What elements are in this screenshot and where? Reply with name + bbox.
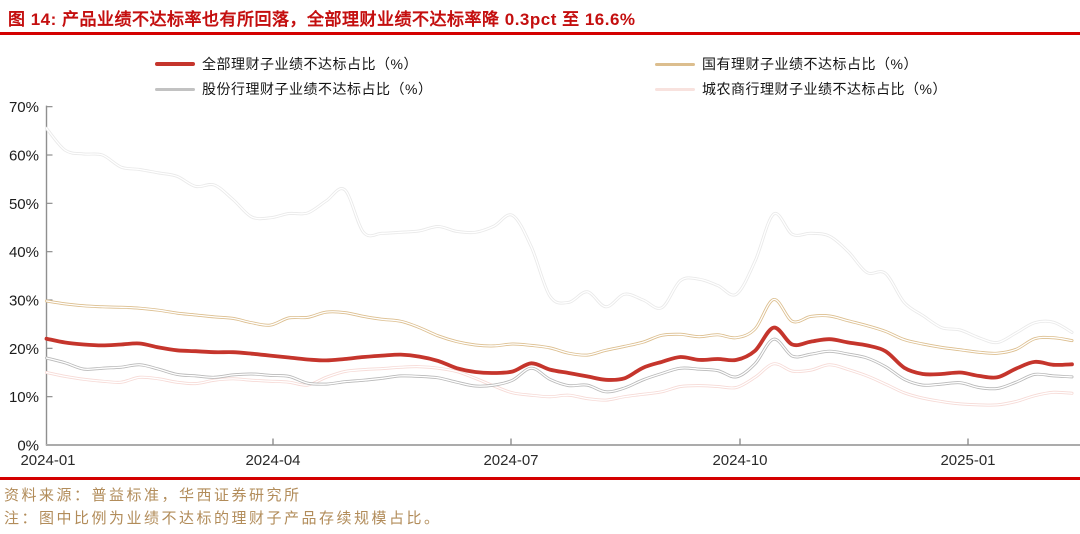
series-line-1-core xyxy=(45,298,1073,356)
title-divider-rule xyxy=(0,32,1080,35)
figure-title: 图 14: 产品业绩不达标率也有所回落，全部理财业绩不达标率降 0.3pct 至… xyxy=(8,10,636,29)
series-line-1 xyxy=(45,298,1074,357)
y-tick-label: 0% xyxy=(17,438,39,455)
y-tick-label: 60% xyxy=(9,148,39,165)
x-tick-label: 2024-01 xyxy=(20,452,75,469)
series-line-4-core xyxy=(45,127,1073,344)
series-line-2-core xyxy=(45,338,1073,393)
legend-label-2: 股份行理财子业绩不达标占比（%） xyxy=(202,81,433,97)
y-tick-label: 70% xyxy=(9,99,39,116)
legend-swatch-1 xyxy=(655,62,695,66)
legend-label-1: 国有理财子业绩不达标占比（%） xyxy=(702,56,918,72)
y-tick-label: 40% xyxy=(9,244,39,261)
legend-item-3: 城农商行理财子业绩不达标占比（%） xyxy=(655,80,947,98)
series-line-0 xyxy=(44,325,1074,382)
legend-swatch-0 xyxy=(155,62,195,66)
x-tick-label: 2024-04 xyxy=(245,452,300,469)
x-tick-label: 2024-07 xyxy=(483,452,538,469)
source-text: 资料来源：普益标准，华西证券研究所 xyxy=(4,487,302,504)
y-tick-label: 50% xyxy=(9,196,39,213)
legend-item-2: 股份行理财子业绩不达标占比（%） xyxy=(155,80,432,98)
y-tick-label: 30% xyxy=(9,293,39,310)
footer-divider-rule xyxy=(0,477,1080,480)
legend-swatch-2 xyxy=(155,87,195,91)
legend-label-0: 全部理财子业绩不达标占比（%） xyxy=(202,56,418,72)
legend-item-1: 国有理财子业绩不达标占比（%） xyxy=(655,55,918,73)
x-tick-label: 2025-01 xyxy=(940,452,995,469)
legend-item-0: 全部理财子业绩不达标占比（%） xyxy=(155,55,418,73)
y-tick-label: 10% xyxy=(9,389,39,406)
x-tick-label: 2024-10 xyxy=(712,452,767,469)
line-chart: 0% 10% 20% 30% 40% 50% 60% 70% 2024-01 2024-04 202… xyxy=(9,99,1080,469)
legend-label-3: 城农商行理财子业绩不达标占比（%） xyxy=(702,81,947,97)
y-tick-label: 20% xyxy=(9,341,39,358)
series-line-4 xyxy=(45,126,1074,345)
note-text: 注：图中比例为业绩不达标的理财子产品存续规模占比。 xyxy=(4,510,442,527)
legend-swatch-3 xyxy=(655,87,695,91)
series-line-3-core xyxy=(45,363,1073,406)
